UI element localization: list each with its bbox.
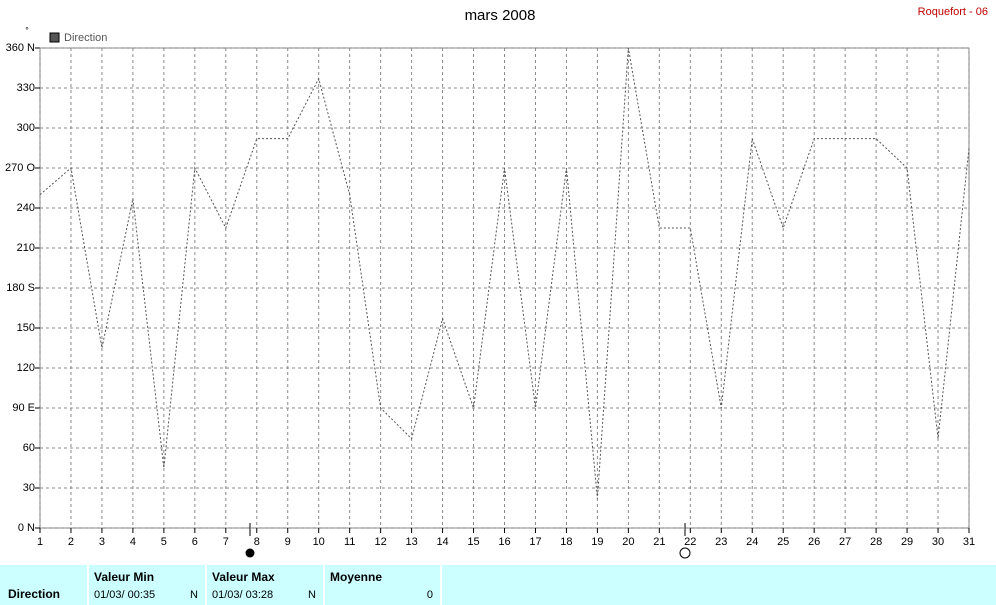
x-tick-label: 28: [870, 536, 882, 548]
y-unit: °: [25, 25, 29, 35]
full-moon-icon: [245, 548, 255, 558]
min-header: Valeur Min: [94, 570, 154, 584]
legend-label: Direction: [64, 32, 107, 44]
y-tick-label: 90 E: [12, 402, 35, 414]
x-tick-label: 3: [99, 536, 105, 548]
x-tick-label: 23: [715, 536, 727, 548]
y-tick-label: 240: [17, 202, 35, 214]
min-date: 01/03/ 00:35: [94, 589, 155, 601]
x-tick-label: 29: [901, 536, 913, 548]
new-moon-icon: [679, 547, 691, 559]
x-tick-label: 4: [130, 536, 136, 548]
summary-table: Direction Valeur Min 01/03/ 00:35 N Vale…: [0, 565, 996, 605]
y-tick-label: 120: [17, 362, 35, 374]
y-tick-label: 210: [17, 242, 35, 254]
y-tick-label: 270 O: [5, 162, 35, 174]
max-date: 01/03/ 03:28: [212, 589, 273, 601]
x-tick-label: 19: [591, 536, 603, 548]
x-tick-label: 8: [254, 536, 260, 548]
min-dir: N: [190, 589, 198, 601]
y-tick-label: 150: [17, 322, 35, 334]
x-tick-label: 20: [622, 536, 634, 548]
x-tick-label: 14: [436, 536, 448, 548]
x-tick-label: 22: [684, 536, 696, 548]
x-tick-label: 27: [839, 536, 851, 548]
x-tick-label: 5: [161, 536, 167, 548]
x-tick-label: 1: [37, 536, 43, 548]
x-tick-label: 12: [375, 536, 387, 548]
x-tick-label: 30: [932, 536, 944, 548]
chart-title: mars 2008: [465, 7, 536, 24]
x-tick-label: 31: [963, 536, 975, 548]
x-tick-label: 24: [746, 536, 758, 548]
mean-value: 0: [427, 589, 433, 601]
y-tick-label: 300: [17, 122, 35, 134]
x-tick-label: 13: [405, 536, 417, 548]
max-dir: N: [308, 589, 316, 601]
x-tick-label: 16: [498, 536, 510, 548]
data-line: [39, 47, 970, 499]
y-tick-label: 30: [23, 482, 35, 494]
x-tick-label: 7: [223, 536, 229, 548]
x-tick-label: 21: [653, 536, 665, 548]
y-tick-label: 0 N: [18, 522, 35, 534]
x-tick-label: 17: [529, 536, 541, 548]
x-tick-label: 6: [192, 536, 198, 548]
y-tick-label: 360 N: [6, 42, 35, 54]
legend-swatch: [49, 32, 60, 43]
row-label: Direction: [8, 587, 60, 601]
max-header: Valeur Max: [212, 570, 275, 584]
x-tick-label: 18: [560, 536, 572, 548]
x-tick-label: 9: [285, 536, 291, 548]
y-tick-label: 330: [17, 82, 35, 94]
x-tick-label: 10: [313, 536, 325, 548]
x-tick-label: 2: [68, 536, 74, 548]
table-bg: [0, 565, 996, 605]
x-tick-label: 11: [344, 536, 355, 548]
y-tick-label: 180 S: [6, 282, 35, 294]
x-tick-label: 25: [777, 536, 789, 548]
y-tick-label: 60: [23, 442, 35, 454]
x-tick-label: 15: [467, 536, 479, 548]
x-tick-label: 26: [808, 536, 820, 548]
mean-header: Moyenne: [330, 570, 382, 584]
station-name: Roquefort - 06: [918, 6, 988, 18]
